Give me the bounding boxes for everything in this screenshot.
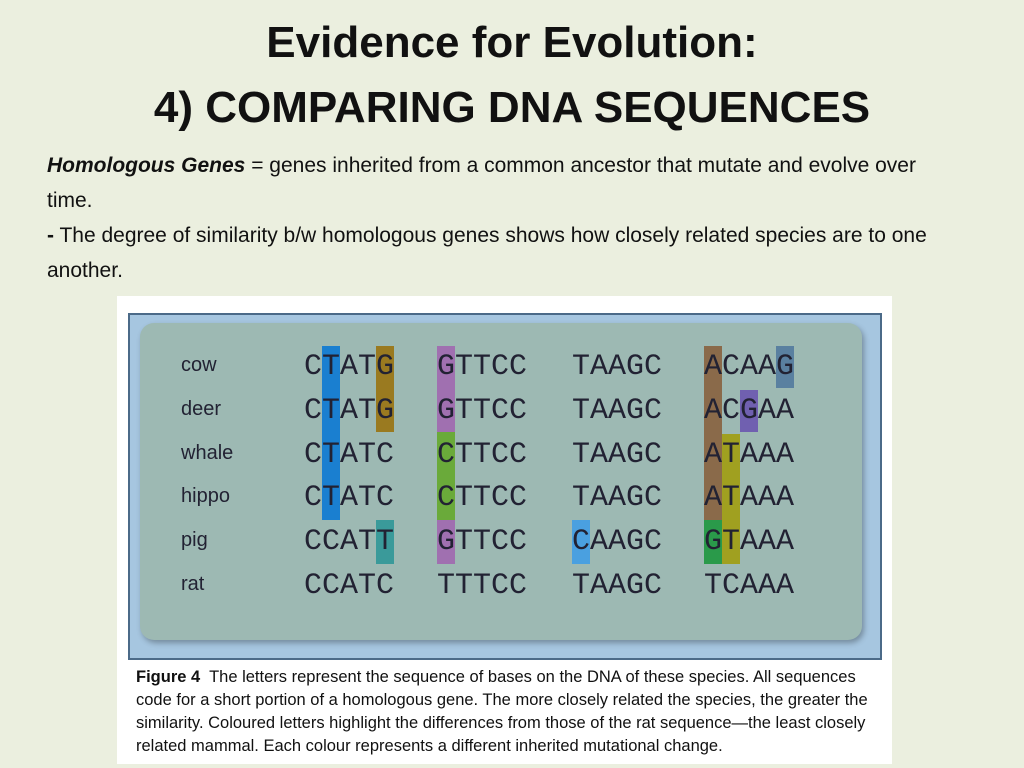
- sequence-group: CCATT: [304, 525, 395, 560]
- species-name: hippo: [181, 485, 230, 508]
- highlight: [740, 390, 758, 432]
- sequence-group: ATAAA: [704, 437, 795, 472]
- figure-frame: cow CTATG GTTCC TAAGC ACAAG deer CTATG GTTCC TAA…: [128, 313, 882, 660]
- highlight: [322, 346, 340, 520]
- highlight: [437, 432, 455, 520]
- species-name: whale: [181, 441, 234, 464]
- sequence-group: ATAAA: [704, 481, 795, 516]
- sequence-group: GTAAA: [704, 525, 795, 560]
- term: -: [47, 224, 54, 247]
- paragraph: - The degree of similarity b/w homologou…: [47, 218, 947, 288]
- title-line: 4) COMPARING DNA SEQUENCES: [153, 83, 871, 132]
- sequence-group: TAAGC: [572, 393, 663, 428]
- caption: Figure 4 The letters represent the seque…: [136, 666, 871, 758]
- text: The degree of similarity b/w homologous …: [47, 224, 927, 282]
- term: Homologous Genes: [47, 154, 246, 177]
- sequence-group: GTTCC: [437, 393, 528, 428]
- species-name: cow: [181, 354, 217, 376]
- paragraph: Homologous Genes = genes inherited from …: [47, 148, 947, 218]
- highlight: [722, 434, 740, 564]
- sequence-group: CCATC: [304, 569, 395, 603]
- highlight: [776, 346, 794, 388]
- sequence-group: CTATG: [304, 350, 395, 384]
- sequence-group: GTTCC: [437, 350, 528, 384]
- title-line: Evidence for Evolution:: [266, 18, 758, 67]
- sequence-group: TCAAA: [704, 569, 795, 603]
- text: = genes inherited from a common ancestor…: [47, 154, 916, 212]
- highlight: [704, 346, 722, 520]
- sequence-group: ACGAA: [704, 393, 795, 428]
- species-name: pig: [181, 529, 208, 552]
- sequence-panel: cow CTATG GTTCC TAAGC ACAAG deer CTATG GTTCC TAA…: [140, 323, 862, 640]
- sequence-group: CTTCC: [437, 481, 528, 516]
- sequence-group: TAAGC: [572, 569, 663, 603]
- highlight: [376, 346, 394, 432]
- highlight: [437, 346, 455, 432]
- sequence-group: CTATC: [304, 481, 395, 516]
- sequence-group: ACAAG: [704, 350, 795, 384]
- figure: cow CTATG GTTCC TAAGC ACAAG deer CTATG GTTCC TAA…: [117, 296, 892, 764]
- highlight: [704, 520, 722, 564]
- sequence-group: GTTCC: [437, 525, 528, 560]
- sequence-group: CAAGC: [572, 525, 663, 560]
- sequence-group: TTTCC: [437, 569, 528, 603]
- species-name: rat: [181, 573, 205, 595]
- highlight: [376, 520, 394, 564]
- species-name: deer: [181, 397, 222, 420]
- sequence-group: CTATG: [304, 393, 395, 428]
- highlight: [437, 520, 455, 564]
- caption-text: The letters represent the sequence of ba…: [136, 668, 868, 755]
- sequence-group: TAAGC: [572, 350, 663, 384]
- sequence-group: CTATC: [304, 437, 395, 472]
- caption-label: Figure 4: [136, 668, 201, 686]
- body-text: Homologous Genes = genes inherited from …: [47, 148, 947, 288]
- sequence-group: TAAGC: [572, 481, 663, 516]
- highlight: [572, 520, 590, 564]
- sequence-group: CTTCC: [437, 437, 528, 472]
- sequence-group: TAAGC: [572, 437, 663, 472]
